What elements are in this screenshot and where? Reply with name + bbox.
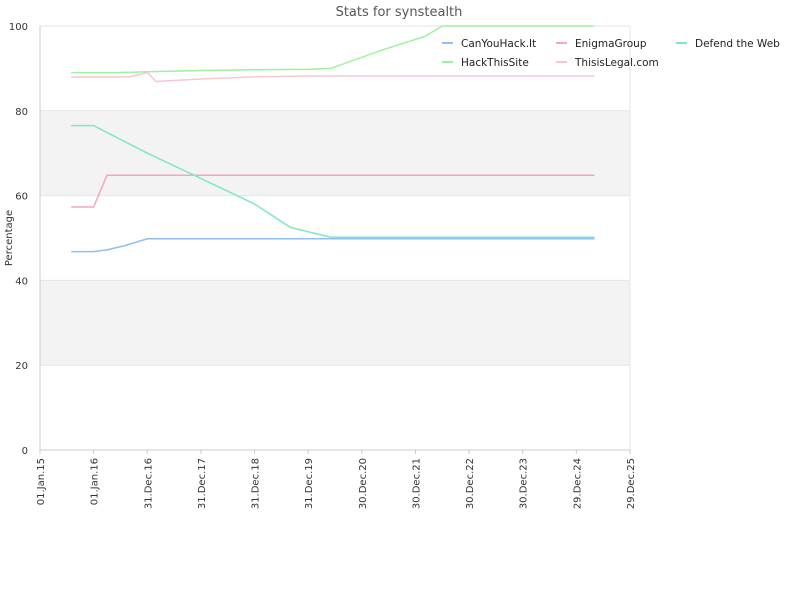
x-tick-labels: 01.Jan.15 01.Jan.16 31.Dec.16 31.Dec.17 31.D… [36,450,637,509]
x-tick-label: 31.Dec.17 [197,458,208,509]
y-tick-label: 0 [22,446,28,457]
x-tick-label: 31.Dec.18 [251,458,262,509]
legend-label: Defend the Web [695,38,780,50]
x-tick-label: 30.Dec.22 [465,458,476,509]
legend-label: HackThisSite [461,57,529,69]
series-line-canyouhack-it [71,238,595,253]
grid-band [40,280,630,366]
axes [39,26,631,451]
x-tick-label: 01.Jan.16 [90,458,101,505]
x-tick-label: 31.Dec.19 [304,458,315,509]
x-tick-label: 30.Dec.21 [411,458,422,509]
y-tick-labels: 0 20 40 60 80 100 [9,22,28,457]
grid-band [40,110,630,196]
chart-title: Stats for synstealth [336,5,463,20]
y-tick-label: 40 [15,276,28,287]
x-tick-label: 01.Jan.15 [36,458,47,505]
y-tick-label: 80 [15,107,28,118]
x-tick-label: 30.Dec.23 [519,458,530,509]
series-line-defend-the-web [71,124,595,238]
background-bands [40,110,630,366]
y-tick-label: 100 [9,22,28,33]
series-lines [71,25,595,253]
y-axis-label: Percentage [4,210,15,266]
x-tick-label: 31.Dec.16 [143,458,154,509]
y-tick-label: 60 [15,192,28,203]
x-tick-label: 29.Dec.25 [626,458,637,509]
x-tick-label: 30.Dec.20 [358,458,369,509]
series-line-enigmagroup [71,174,595,208]
series-line-thisislegal-com [71,71,595,83]
series-line-hackthissite [71,25,595,74]
y-tick-label: 20 [15,361,28,372]
legend-label: CanYouHack.It [461,38,536,50]
legend: CanYouHack.It EnigmaGroup Defend the Web Ha… [442,38,780,69]
legend-label: EnigmaGroup [575,38,647,50]
horizontal-gridlines [40,25,630,451]
x-tick-label: 29.Dec.24 [572,458,583,509]
legend-label: ThisisLegal.com [574,57,659,69]
